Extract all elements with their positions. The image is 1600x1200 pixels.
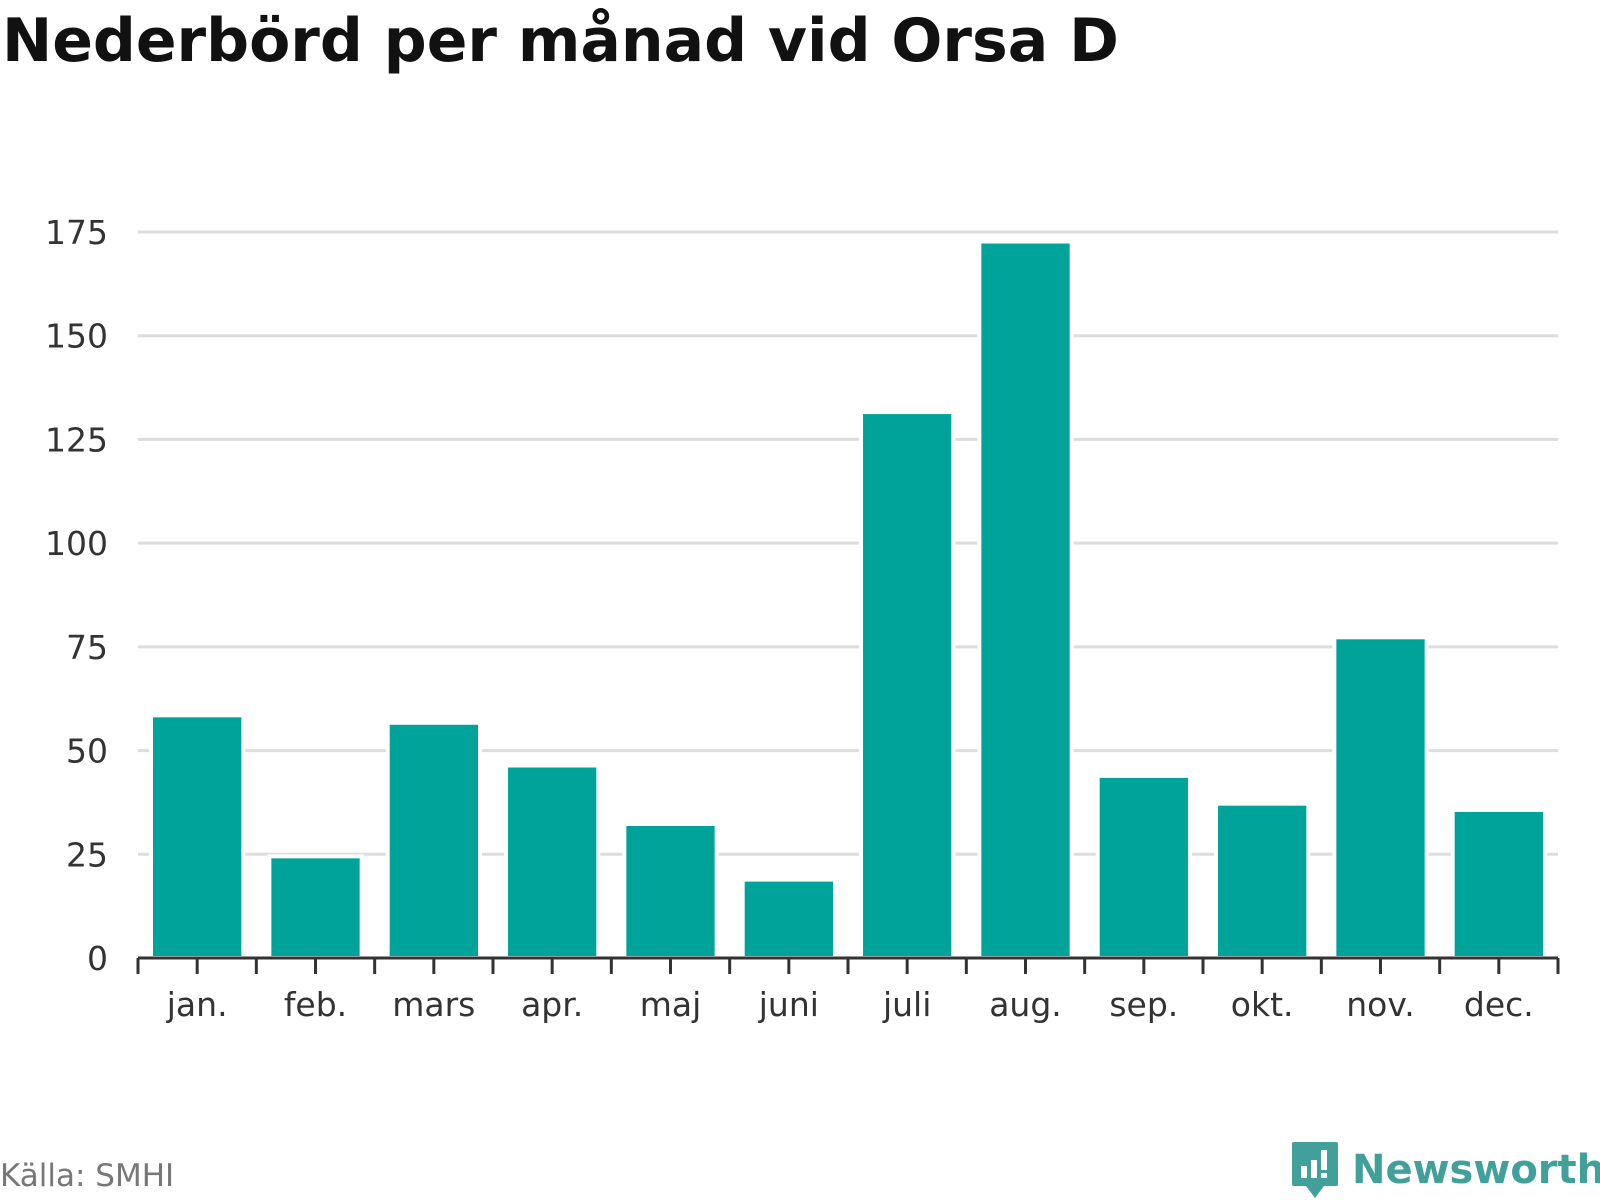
x-axis-labels: jan. feb. mars apr. maj juni juli aug. sep. okt. n… (166, 985, 1534, 1024)
y-tick-label: 0 (87, 939, 108, 978)
x-tick-label: jan. (166, 985, 228, 1024)
y-tick-label: 175 (45, 213, 108, 252)
y-axis-labels: 0 25 50 75 100 125 150 175 (45, 213, 108, 978)
bar-6 (740, 877, 837, 960)
x-tick-label: apr. (521, 985, 583, 1024)
bar-chart-chat-bubble-icon (1292, 1142, 1338, 1198)
x-tick-label: maj (640, 985, 702, 1024)
bar-1 (149, 713, 246, 961)
y-tick-label: 75 (66, 628, 108, 667)
bar-5 (622, 822, 719, 961)
bar-2 (267, 854, 364, 960)
x-tick-label: feb. (284, 985, 347, 1024)
x-tick-label: mars (392, 985, 475, 1024)
bar-8 (977, 239, 1074, 961)
gridlines (138, 230, 1558, 856)
y-tick-label: 100 (45, 524, 108, 563)
x-tick-label: dec. (1464, 985, 1534, 1024)
x-axis (136, 956, 1560, 974)
bar-12 (1450, 807, 1547, 960)
y-tick-label: 125 (45, 420, 108, 459)
brand-logo: Newsworthy (1290, 1140, 1600, 1200)
x-tick-label: nov. (1346, 985, 1415, 1024)
chart-title: Nederbörd per månad vid Orsa D (2, 6, 1119, 76)
bar-7 (859, 410, 956, 961)
y-tick-label: 150 (45, 317, 108, 356)
brand-name: Newsworthy (1352, 1147, 1600, 1193)
bar-9 (1095, 773, 1192, 960)
y-tick-label: 50 (66, 732, 108, 771)
bar-10 (1214, 801, 1311, 961)
bars (149, 239, 1547, 961)
y-tick-label: 25 (66, 835, 108, 874)
bar-4 (504, 763, 601, 960)
x-tick-label: juli (882, 985, 931, 1024)
x-tick-label: sep. (1109, 985, 1178, 1024)
bar-3 (385, 720, 482, 960)
bar-11 (1332, 635, 1429, 960)
x-tick-label: aug. (989, 985, 1062, 1024)
source-note: Källa: SMHI (0, 1158, 175, 1194)
x-tick-label: okt. (1231, 985, 1294, 1024)
x-tick-label: juni (758, 985, 819, 1024)
